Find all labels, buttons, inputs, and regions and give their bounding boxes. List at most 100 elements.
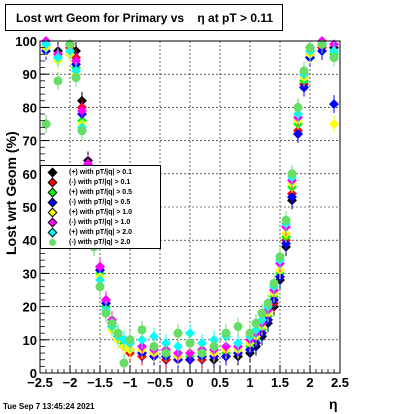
legend-entry: (-) with pT/|q| > 0.1 [41, 177, 160, 188]
axes: −2.5 −2 −1.5 −1 −0.5 0 0.5 1 1.5 2 2.5 0 10 20 30 40 50 6… [15, 34, 349, 390]
data-point [185, 338, 195, 348]
timestamp: Tue Sep 7 13:45:24 2021 [3, 402, 95, 411]
data-point [251, 318, 261, 328]
data-point [221, 341, 231, 352]
x-tick-label: 0 [186, 375, 193, 390]
data-point [263, 298, 273, 308]
legend-entry: (-) with pT/|q| > 1.0 [41, 217, 160, 228]
legend-label: (+) with pT/|q| > 0.5 [69, 189, 133, 196]
data-point [281, 238, 291, 249]
x-tick-label: −1 [123, 375, 138, 390]
data-point [77, 105, 87, 116]
x-tick-label: 2.5 [331, 375, 349, 390]
data-point [53, 76, 63, 86]
data-point [305, 43, 315, 53]
legend-marker [47, 217, 58, 228]
legend-marker [47, 207, 58, 218]
x-tick-label: 0.5 [211, 375, 229, 390]
legend-marker [47, 177, 58, 188]
data-point [101, 308, 111, 318]
data-point [185, 348, 195, 359]
y-tick-label: 80 [23, 100, 37, 115]
legend-marker [47, 197, 58, 208]
legend-entry: (+) with pT/|q| > 0.1 [41, 167, 160, 178]
x-tick-label: −2.5 [27, 375, 53, 390]
legend-label: (-) with pT/|q| > 2.0 [69, 239, 131, 246]
data-point [197, 348, 207, 358]
data-point [185, 328, 195, 339]
data-point [137, 325, 147, 335]
y-tick-label: 0 [30, 366, 37, 381]
data-point [107, 318, 117, 328]
data-point [41, 39, 51, 50]
data-point [209, 341, 219, 351]
data-point [233, 322, 243, 332]
data-point [125, 335, 135, 345]
data-point [269, 278, 279, 288]
legend-entry: (+) with pT/|q| > 2.0 [41, 227, 160, 238]
data-point [137, 334, 147, 345]
data-point [293, 102, 303, 112]
y-tick-label: 30 [23, 266, 37, 281]
y-tick-label: 70 [23, 134, 37, 149]
data-point [161, 338, 171, 349]
grid-lines [40, 41, 340, 373]
y-tick-label: 40 [23, 233, 37, 248]
data-point [275, 252, 285, 262]
legend-marker [47, 167, 58, 178]
data-point [149, 341, 159, 351]
x-tick-label: −0.5 [147, 375, 173, 390]
data-point [245, 328, 255, 338]
legend: (+) with pT/|q| > 0.1 (-) with pT/|q| > 0… [40, 165, 161, 249]
x-axis-label: η [329, 396, 338, 412]
legend-entry: (-) with pT/|q| > 0.5 [41, 197, 160, 208]
data-point [287, 192, 297, 202]
legend-label: (-) with pT/|q| > 1.0 [69, 219, 131, 226]
x-tick-label: −1.5 [87, 375, 113, 390]
data-point [95, 282, 105, 292]
legend-entry: (-) with pT/|q| > 2.0 [41, 238, 160, 248]
y-tick-label: 50 [23, 200, 37, 215]
legend-entry: (+) with pT/|q| > 0.5 [41, 187, 160, 198]
data-point [161, 348, 171, 358]
data-point [293, 129, 303, 139]
data-point [221, 328, 231, 338]
data-point [119, 358, 129, 368]
x-tick-label: 2 [306, 375, 313, 390]
x-tick-label: 1 [246, 375, 253, 390]
data-point [173, 341, 183, 352]
data-point [281, 215, 291, 225]
legend-entry: (+) with pT/|q| > 1.0 [41, 207, 160, 218]
data-point [41, 119, 51, 129]
y-tick-label: 20 [23, 300, 37, 315]
data-point [329, 53, 339, 63]
y-tick-label: 90 [23, 67, 37, 82]
x-tick-label: 1.5 [271, 375, 289, 390]
legend-label: (+) with pT/|q| > 1.0 [69, 209, 133, 216]
data-point [317, 39, 327, 49]
data-point [149, 331, 159, 342]
data-point [53, 52, 63, 63]
chart-title: Lost wrt Geom for Primary vs η at pT > 0… [16, 11, 274, 25]
legend-marker [47, 227, 58, 238]
data-point [77, 126, 87, 136]
y-tick-label: 60 [23, 167, 37, 182]
y-tick-label: 10 [23, 333, 37, 348]
data-point [257, 308, 267, 318]
x-tick-label: −2 [63, 375, 78, 390]
legend-label: (+) with pT/|q| > 0.1 [69, 169, 133, 176]
data-point [65, 39, 75, 49]
legend-marker [49, 239, 56, 246]
data-point [197, 338, 207, 349]
data-point [71, 73, 81, 83]
legend-label: (-) with pT/|q| > 0.5 [69, 199, 131, 206]
title-box: Lost wrt Geom for Primary vs η at pT > 0… [5, 4, 283, 31]
data-point [233, 338, 243, 349]
data-point [71, 55, 81, 66]
legend-marker [47, 187, 58, 198]
data-point [287, 169, 297, 179]
y-tick-label: 100 [15, 34, 37, 49]
data-point [329, 119, 339, 129]
data-point [299, 66, 309, 76]
y-axis-label: Lost wrt Geom (%) [3, 131, 19, 255]
